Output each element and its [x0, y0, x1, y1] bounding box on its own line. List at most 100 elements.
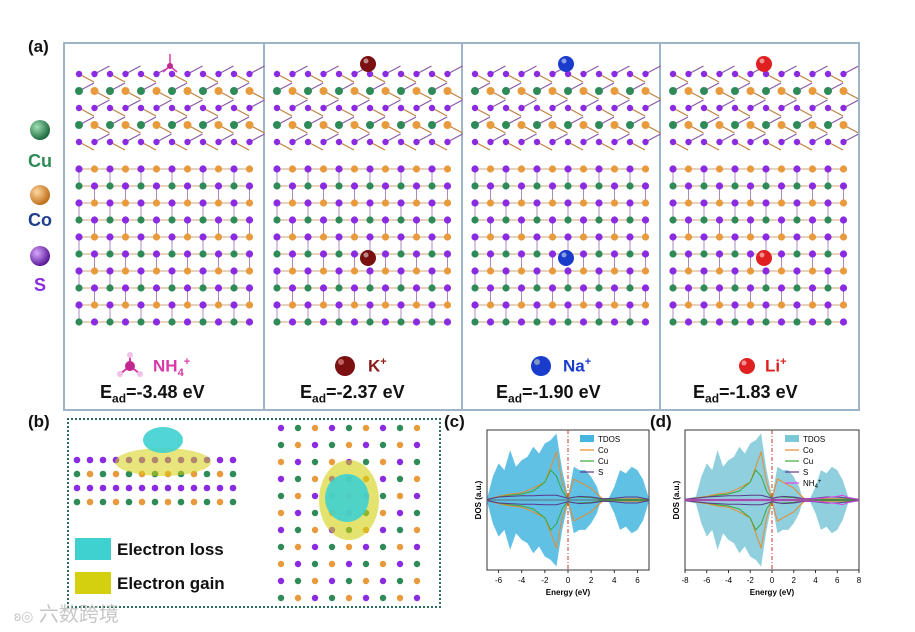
atom: [152, 216, 161, 224]
dos-chart-c: -6 -4 -2 0 2 4 6 Energy (eV) DOS (a.u.) TDOS Co Cu S: [474, 429, 650, 597]
atom: [273, 250, 281, 258]
atom: [319, 165, 328, 173]
atom: [824, 284, 832, 292]
atom: [168, 87, 176, 95]
atom: [443, 250, 452, 258]
atom: [106, 165, 114, 173]
atom: [215, 104, 222, 112]
atom: [350, 233, 359, 241]
atom: [214, 87, 223, 95]
atom: [626, 165, 634, 173]
atom: [486, 165, 495, 173]
atom: [746, 121, 755, 129]
atom: [328, 560, 336, 568]
atom: [700, 318, 708, 326]
atom: [746, 233, 755, 241]
atom: [304, 182, 312, 190]
atom: [379, 424, 387, 432]
atom: [168, 301, 176, 309]
atom: [793, 318, 801, 326]
atom: [379, 441, 387, 449]
atom: [669, 165, 677, 173]
atom: [412, 318, 421, 326]
co-sphere-icon: [30, 185, 50, 205]
atom: [412, 284, 421, 292]
atom: [684, 250, 693, 258]
atom: [641, 121, 650, 129]
atom: [216, 470, 224, 478]
atom: [486, 318, 495, 326]
atom: [152, 267, 161, 275]
atom: [106, 199, 114, 207]
atom: [517, 87, 526, 95]
atom: [443, 216, 452, 224]
atom: [91, 104, 98, 112]
atom: [471, 138, 479, 146]
atom: [580, 70, 587, 78]
atom: [428, 138, 436, 146]
atom: [304, 284, 312, 292]
atom: [125, 484, 133, 492]
atom: [379, 577, 387, 585]
atom: [215, 70, 222, 78]
atom: [328, 441, 336, 449]
atom: [164, 498, 172, 506]
atom: [294, 424, 302, 432]
atom: [595, 138, 603, 146]
atom: [379, 492, 387, 500]
atom: [793, 182, 801, 190]
atom: [214, 301, 223, 309]
atom: [471, 267, 479, 275]
atom: [517, 121, 526, 129]
atom: [610, 250, 619, 258]
x-axis-label: Energy (eV): [750, 588, 795, 597]
x-tick-label: 4: [612, 576, 617, 585]
atom: [808, 284, 817, 292]
atom: [121, 267, 130, 275]
atom: [350, 318, 359, 326]
atom: [824, 233, 832, 241]
atom: [533, 165, 541, 173]
atom: [579, 250, 588, 258]
atom: [824, 182, 832, 190]
atom: [533, 318, 541, 326]
atom: [125, 470, 133, 478]
atom: [137, 216, 145, 224]
atom: [731, 284, 739, 292]
atom: [137, 318, 145, 326]
atom: [808, 250, 817, 258]
atom: [183, 87, 192, 95]
atom: [245, 216, 254, 224]
atom: [381, 199, 390, 207]
atom: [610, 165, 619, 173]
atom: [294, 458, 302, 466]
ion-adsorbate-bulk: [756, 250, 772, 266]
atom: [579, 87, 588, 95]
atom: [579, 267, 588, 275]
atom: [304, 199, 312, 207]
atom: [517, 250, 526, 258]
atom: [304, 301, 312, 309]
panel-a-divider: [263, 44, 265, 409]
atom: [746, 165, 755, 173]
atom: [564, 182, 572, 190]
atom: [137, 87, 145, 95]
atom: [642, 70, 649, 78]
atom: [839, 165, 848, 173]
atom: [518, 70, 525, 78]
atom: [808, 165, 817, 173]
atom: [700, 284, 708, 292]
legend-label: Co: [598, 446, 609, 455]
atom: [366, 318, 374, 326]
atom: [731, 267, 739, 275]
atom: [229, 498, 237, 506]
atom: [153, 70, 160, 78]
atom: [762, 182, 770, 190]
atom: [168, 318, 176, 326]
atom: [288, 165, 297, 173]
atom: [396, 458, 404, 466]
atom: [215, 138, 222, 146]
atom: [379, 543, 387, 551]
atom: [839, 318, 848, 326]
electron-gain-label: Electron gain: [117, 574, 225, 593]
